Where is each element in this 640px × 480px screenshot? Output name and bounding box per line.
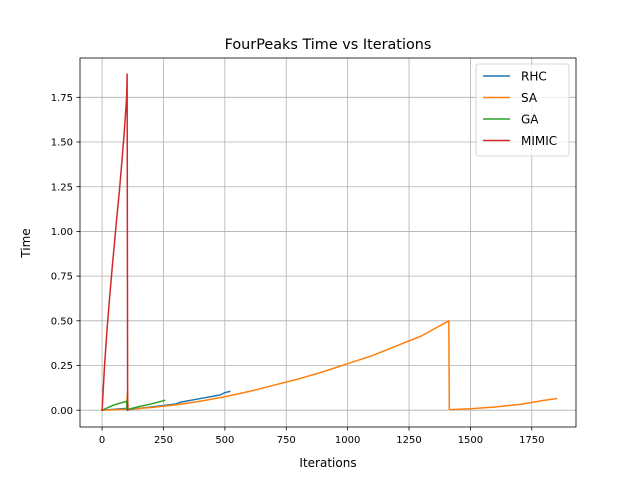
y-axis: 0.00 0.25 0.50 0.75 1.00 1.25 1.50 1.75 [51,93,80,417]
legend-label-ga: GA [521,113,539,127]
x-tick-label: 750 [277,435,296,446]
x-tick-label: 1500 [458,435,483,446]
chart-title: FourPeaks Time vs Iterations [225,37,432,53]
x-axis-label: Iterations [299,456,356,470]
legend-label-mimic: MIMIC [521,134,557,148]
x-tick-label: 0 [99,435,105,446]
y-tick-label: 0.25 [51,361,73,372]
series-layer [101,73,558,412]
y-tick-label: 0.50 [51,316,73,327]
y-tick-label: 0.00 [51,406,73,417]
y-tick-label: 0.75 [51,272,73,283]
y-tick-label: 1.25 [51,182,73,193]
x-tick-label: 1750 [519,435,544,446]
legend-label-rhc: RHC [521,70,547,84]
y-tick-label: 1.75 [51,93,73,104]
series-line-mimic [101,73,129,411]
y-axis-label: Time [19,228,33,258]
x-tick-label: 1000 [335,435,360,446]
y-tick-label: 1.00 [51,227,73,238]
x-axis: 0 250 500 750 1000 1250 1500 1750 [99,427,545,446]
legend: RHC SA GA MIMIC [475,63,570,157]
x-tick-label: 500 [215,435,234,446]
y-tick-label: 1.50 [51,138,73,149]
legend-label-sa: SA [521,91,538,105]
legend-box [475,63,570,157]
x-tick-label: 250 [154,435,173,446]
x-tick-label: 1250 [396,435,421,446]
plot-frame [79,57,577,428]
